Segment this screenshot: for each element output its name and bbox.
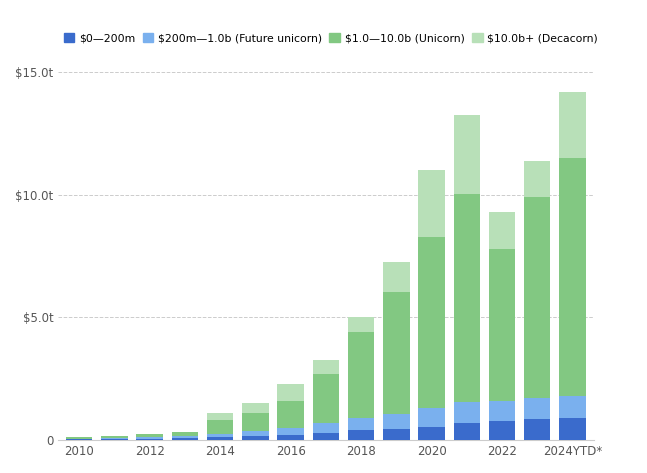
Bar: [137, 438, 163, 440]
Bar: [242, 436, 269, 440]
Bar: [207, 412, 234, 420]
Bar: [524, 419, 551, 440]
Bar: [313, 359, 339, 375]
Bar: [559, 92, 586, 158]
Bar: [454, 402, 480, 423]
Bar: [383, 429, 410, 440]
Bar: [313, 423, 339, 433]
Bar: [278, 428, 304, 435]
Bar: [313, 375, 339, 423]
Bar: [278, 384, 304, 401]
Bar: [488, 420, 515, 440]
Bar: [383, 263, 410, 292]
Bar: [419, 170, 444, 236]
Bar: [524, 398, 551, 419]
Bar: [524, 197, 551, 398]
Bar: [242, 431, 269, 436]
Bar: [488, 249, 515, 401]
Bar: [137, 437, 163, 438]
Bar: [419, 427, 444, 440]
Bar: [348, 418, 375, 430]
Bar: [559, 396, 586, 418]
Legend: $0—200m, $200m—1.0b (Future unicorn), $1.0—10.0b (Unicorn), $10.0b+ (Decacorn): $0—200m, $200m—1.0b (Future unicorn), $1…: [63, 34, 598, 44]
Bar: [524, 160, 551, 197]
Bar: [348, 332, 375, 418]
Bar: [454, 193, 480, 402]
Bar: [454, 423, 480, 440]
Bar: [207, 420, 234, 434]
Bar: [137, 434, 163, 437]
Bar: [171, 438, 198, 440]
Bar: [488, 401, 515, 420]
Bar: [348, 430, 375, 440]
Bar: [242, 403, 269, 412]
Bar: [419, 236, 444, 408]
Bar: [488, 212, 515, 249]
Bar: [383, 414, 410, 429]
Bar: [66, 438, 93, 439]
Bar: [313, 433, 339, 440]
Bar: [559, 418, 586, 440]
Bar: [66, 439, 93, 440]
Bar: [278, 435, 304, 440]
Bar: [102, 438, 127, 439]
Bar: [102, 436, 127, 438]
Bar: [419, 408, 444, 427]
Bar: [559, 158, 586, 396]
Bar: [171, 431, 198, 436]
Bar: [171, 436, 198, 438]
Bar: [348, 317, 375, 332]
Bar: [454, 115, 480, 193]
Bar: [242, 412, 269, 431]
Bar: [383, 292, 410, 414]
Bar: [207, 434, 234, 437]
Bar: [207, 437, 234, 440]
Bar: [278, 401, 304, 428]
Bar: [102, 439, 127, 440]
